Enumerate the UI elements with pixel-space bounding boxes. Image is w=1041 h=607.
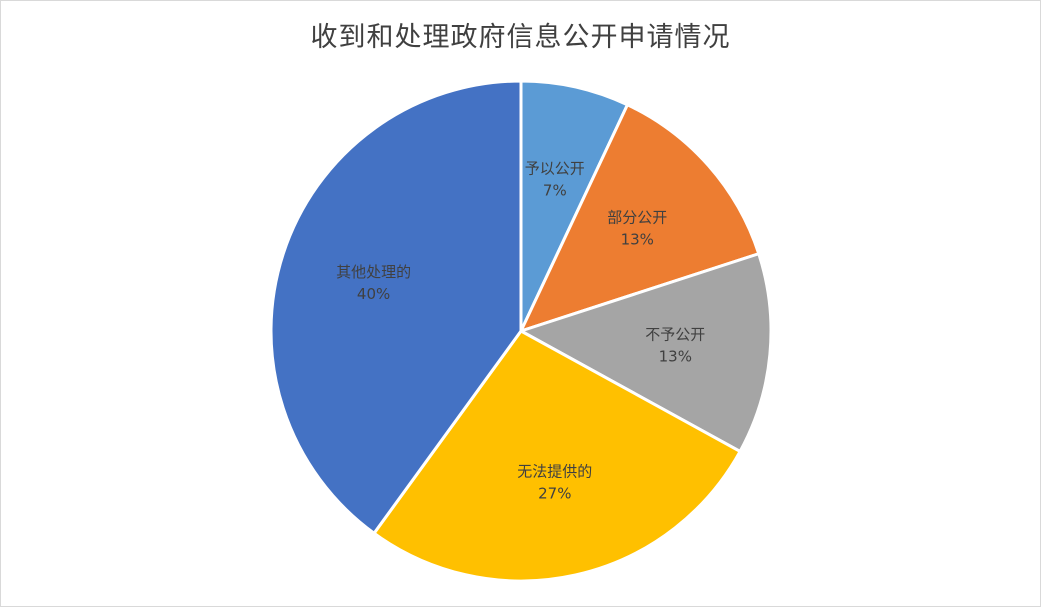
slice-percent-label: 13% [659,348,692,366]
pie-slice [519,79,629,333]
pie-slice [372,329,742,583]
slice-category-label: 其他处理的 [336,263,411,281]
pie-slices [269,79,773,583]
slice-percent-label: 40% [357,285,390,303]
slice-percent-label: 13% [621,230,654,248]
chart-title: 收到和处理政府信息公开申请情况 [310,22,731,53]
slice-percent-label: 7% [543,182,567,200]
pie-slice [519,103,761,333]
pie-slice [269,79,523,535]
slice-category-label: 予以公开 [525,160,585,178]
slice-category-label: 无法提供的 [517,462,592,480]
slice-category-label: 不予公开 [645,326,705,344]
slice-category-label: 部分公开 [607,208,667,226]
slice-percent-label: 27% [538,484,571,502]
pie-labels: 予以公开 7% 部分公开 13% 不予公开 13% 无法提供的 27% 其他处理的 40% [336,160,705,503]
pie-slice [519,252,773,453]
